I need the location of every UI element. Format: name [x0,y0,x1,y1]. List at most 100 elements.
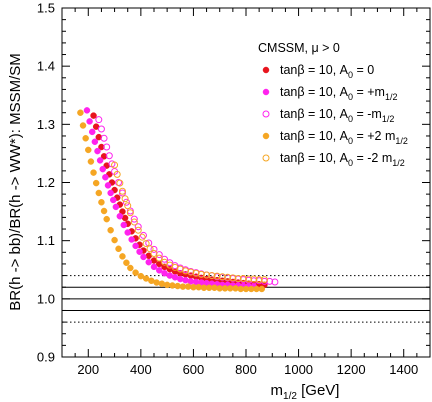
data-point [260,276,268,284]
data-point [103,215,110,223]
data-point [145,258,152,266]
data-point [128,236,135,243]
data-point [234,274,242,282]
data-point [142,240,150,248]
data-point [116,212,124,220]
data-point [140,253,147,261]
legend-label-2: tanβ = 10, A0 = -m1/2 [280,107,394,124]
data-point [115,245,122,253]
data-point [118,187,126,195]
data-point [239,274,247,282]
data-point [161,258,169,266]
data-point [150,245,158,253]
data-point [271,278,279,286]
data-point [250,275,258,283]
data-point [182,276,189,284]
series-4 [111,161,268,284]
data-point [166,259,174,267]
x-tick-label: 1000 [284,362,313,377]
data-point [88,128,96,136]
data-point [96,157,104,164]
data-point [91,138,99,146]
data-point [83,107,91,114]
x-tick-label: 1200 [337,362,366,377]
data-point [150,263,158,271]
x-axis: 200 400 600 800 1000 1200 1400 [61,8,431,377]
data-point [107,226,114,234]
y-tick-label: 0.9 [37,350,55,365]
data-point [203,271,211,279]
data-point [224,273,232,281]
data-point [197,270,205,278]
y-axis-title: BR(h -> bb)/BR(h -> WW*): MSSM/SM [7,53,24,311]
y-tick-label: 1.5 [37,1,55,16]
data-point [116,179,124,187]
data-point [90,169,97,176]
data-point [127,264,134,272]
data-point [99,165,106,173]
legend-marker-1 [262,88,270,96]
data-point [94,147,101,155]
x-tick-label: 1400 [389,362,418,377]
data-point [208,272,216,280]
y-tick-label: 1.4 [37,59,55,74]
x-tick-label: 800 [235,362,257,377]
data-point [110,196,117,204]
data-point [85,146,92,154]
data-point [103,143,111,151]
data-point [92,179,100,187]
data-point [107,189,114,197]
data-point [155,251,163,259]
data-point [150,249,158,257]
legend-label-1: tanβ = 10, A0 = +m1/2 [280,85,398,102]
legend-title: CMSSM, μ > 0 [258,41,340,55]
data-point [95,133,103,141]
data-point [156,267,163,274]
y-tick-label: 1.2 [37,175,55,190]
legend-label-0: tanβ = 10, A0 = 0 [280,63,374,80]
data-point [121,195,129,203]
data-point [97,125,105,133]
data-point [245,275,253,283]
x-axis-title-unit: [GeV] [297,382,340,399]
data-point [132,242,139,250]
data-point [113,170,121,178]
data-point [136,248,143,255]
data-point [98,199,105,206]
series-3 [77,109,266,293]
data-point [130,218,138,226]
legend-marker-4 [262,154,270,162]
data-point [124,202,132,210]
data-point [102,174,109,181]
data-markers [77,107,279,293]
data-point [100,134,108,142]
data-point [87,158,95,165]
data-point [111,236,118,244]
data-point [123,259,130,267]
data-point [134,223,142,231]
legend-label-3: tanβ = 10, A0 = +2 m1/2 [280,129,408,146]
y-axis: 0.9 1.0 1.1 1.2 1.3 1.4 1.5 [37,1,430,365]
data-point [98,143,105,151]
data-point [158,280,166,287]
x-tick-label: 600 [183,362,205,377]
y-tick-label: 1.1 [37,233,55,248]
legend: CMSSM, μ > 0 tanβ = 10, A0 = 0 tanβ = 10,… [258,41,408,168]
data-point [134,226,142,234]
data-point [187,268,195,276]
data-point [182,267,190,275]
x-tick-label: 200 [77,362,99,377]
data-point [90,112,97,119]
data-point [130,215,138,223]
data-point [155,254,163,262]
data-point [77,109,84,116]
x-axis-title-main: m [271,382,284,399]
data-point [112,203,120,211]
legend-marker-3 [262,132,270,140]
data-point [86,118,93,125]
data-point [95,116,103,124]
legend-marker-2 [262,110,270,118]
data-point [177,275,184,283]
data-point [139,231,147,239]
